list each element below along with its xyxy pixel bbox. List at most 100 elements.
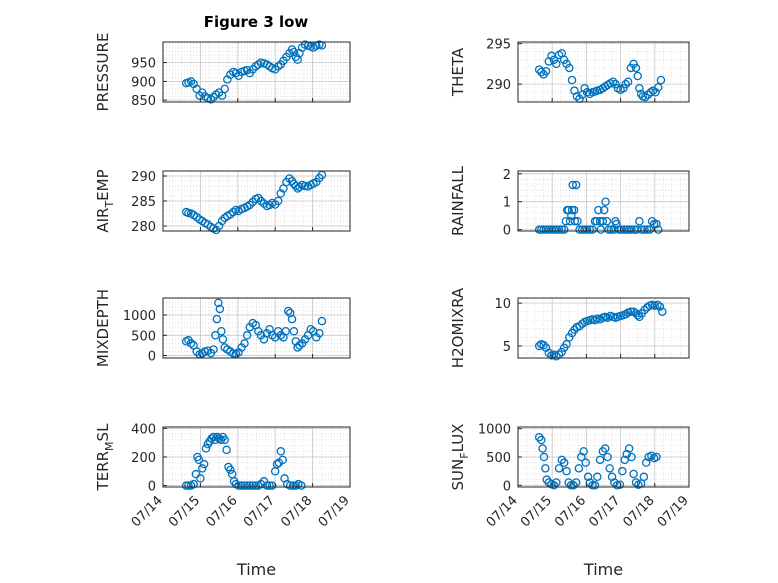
data-point xyxy=(220,343,229,352)
data-point xyxy=(273,196,283,206)
data-point xyxy=(289,47,299,57)
data-point xyxy=(590,316,600,325)
data-point xyxy=(199,459,209,469)
data-point xyxy=(570,216,580,226)
data-point xyxy=(541,464,550,473)
data-point xyxy=(192,84,201,94)
data-point xyxy=(590,481,600,490)
data-point xyxy=(579,447,588,456)
data-point xyxy=(248,481,258,490)
data-point xyxy=(539,452,549,462)
data-point xyxy=(581,458,590,467)
data-point xyxy=(583,472,593,482)
data-point xyxy=(315,329,324,338)
panel-rainfall: 0 1 2 RAINFALL xyxy=(449,165,690,239)
data-point xyxy=(580,225,589,234)
x-axis-label: Time xyxy=(583,560,623,579)
y-label-main: TERR xyxy=(94,451,112,492)
y-label-rest: SL xyxy=(94,423,112,442)
data-point xyxy=(285,174,294,183)
axes-box xyxy=(517,297,690,359)
data-point xyxy=(621,79,630,89)
data-point xyxy=(653,300,662,310)
data-point xyxy=(624,225,634,234)
data-point xyxy=(186,77,196,86)
data-point xyxy=(206,95,216,104)
data-point xyxy=(572,92,582,101)
y-tick-label: 0 xyxy=(148,480,156,495)
x-axis-label: Time xyxy=(236,560,276,579)
series-markers xyxy=(181,40,327,104)
data-point xyxy=(655,302,665,311)
data-point xyxy=(209,92,218,102)
y-tick-label: 1000 xyxy=(123,309,156,324)
data-point xyxy=(251,481,261,490)
data-point xyxy=(220,435,229,445)
y-label-main: H2OMIXRA xyxy=(449,287,467,368)
data-point xyxy=(306,324,315,334)
data-point xyxy=(554,464,564,473)
y-label-main: THETA xyxy=(449,47,467,97)
data-point xyxy=(653,83,663,92)
data-point xyxy=(565,333,574,342)
data-point xyxy=(295,182,304,192)
data-point xyxy=(212,314,222,324)
y-tick-label: 285 xyxy=(131,195,156,210)
y-tick-label: 295 xyxy=(486,38,511,53)
data-point xyxy=(656,75,666,85)
data-point xyxy=(578,319,587,328)
data-point xyxy=(317,316,327,326)
series-markers xyxy=(181,298,327,359)
data-point xyxy=(602,216,612,226)
data-point xyxy=(267,481,277,490)
y-axis-label: H2OMIXRA xyxy=(449,287,467,368)
y-tick-label: 950 xyxy=(131,57,156,72)
data-point xyxy=(211,331,220,340)
data-point xyxy=(612,219,621,229)
y-axis-label: TERRMSL xyxy=(94,423,116,492)
y-label-subscript: M xyxy=(103,441,116,451)
y-label-main: AIR xyxy=(94,208,112,233)
data-point xyxy=(231,68,241,78)
y-tick-label: 280 xyxy=(131,220,156,235)
y-label-main: MIXDEPTH xyxy=(94,289,112,367)
data-point xyxy=(226,465,235,475)
y-tick-label: 0 xyxy=(503,479,511,494)
data-point xyxy=(557,347,567,357)
data-point xyxy=(265,200,274,210)
series-markers xyxy=(534,49,666,104)
data-point xyxy=(186,339,196,348)
data-point xyxy=(633,71,642,81)
data-point xyxy=(645,225,654,234)
y-tick-label: 850 xyxy=(131,94,156,109)
data-point xyxy=(568,180,577,190)
data-point xyxy=(295,341,304,350)
data-point xyxy=(541,225,551,234)
panel-mixdepth: 0 500 1000 MIXDEPTH xyxy=(94,289,351,367)
data-point xyxy=(605,464,614,473)
data-point xyxy=(276,189,286,198)
data-point xyxy=(201,444,211,453)
y-axis-label: MIXDEPTH xyxy=(94,289,112,367)
axes-box xyxy=(162,297,351,359)
data-point xyxy=(652,219,661,229)
data-point xyxy=(234,481,243,490)
data-point xyxy=(281,326,290,336)
axes-box xyxy=(162,41,351,103)
data-point xyxy=(637,225,647,234)
data-point xyxy=(288,481,298,490)
data-point xyxy=(549,225,559,234)
y-axis-label: SUNFLUX xyxy=(449,424,471,491)
data-point xyxy=(588,481,597,490)
data-point xyxy=(217,326,226,336)
data-point xyxy=(647,451,656,461)
series-markers xyxy=(181,170,327,235)
axes-box xyxy=(517,41,690,103)
y-tick-label: 2 xyxy=(503,168,511,183)
data-point xyxy=(640,92,650,102)
data-point xyxy=(559,225,569,234)
data-point xyxy=(617,225,626,234)
data-point xyxy=(623,77,633,86)
data-point xyxy=(537,67,546,77)
data-point xyxy=(610,478,619,487)
